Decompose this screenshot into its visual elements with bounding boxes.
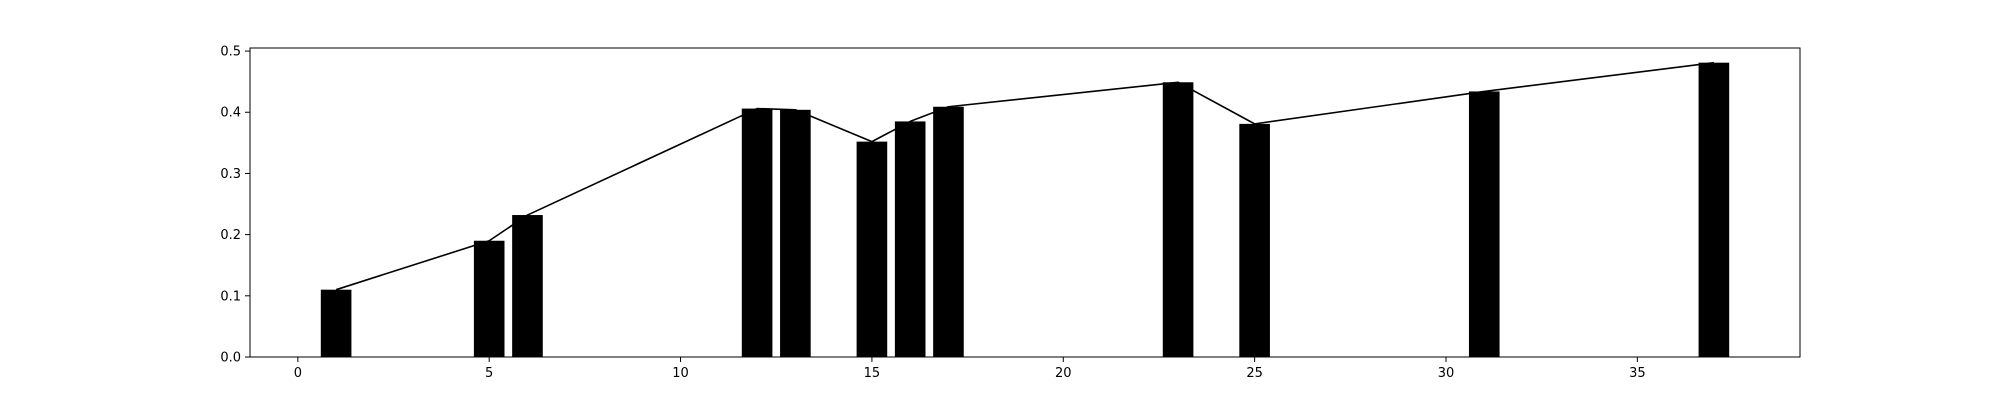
series-line bbox=[335, 61, 1714, 291]
y-tick-label: 0.5 bbox=[220, 45, 241, 60]
y-tick-label: 0.3 bbox=[220, 167, 241, 182]
plot-area bbox=[250, 48, 1800, 357]
bar bbox=[894, 121, 926, 357]
y-axis-ticks: 0.0 0.1 0.2 0.3 0.4 0.5 bbox=[220, 45, 250, 366]
plot-background bbox=[250, 48, 1800, 357]
y-tick-label: 0.1 bbox=[220, 289, 241, 304]
bars-layer bbox=[320, 62, 1730, 358]
x-tick-label: 0 bbox=[294, 366, 302, 381]
bar bbox=[1239, 123, 1270, 358]
y-tick-label: 0.0 bbox=[220, 351, 241, 366]
x-tick-label: 15 bbox=[864, 366, 881, 381]
bar bbox=[933, 106, 964, 357]
axes-frame bbox=[249, 47, 1801, 358]
bar bbox=[1162, 82, 1194, 357]
x-tick-label: 10 bbox=[672, 366, 689, 381]
bar bbox=[1698, 62, 1730, 357]
axes-layer bbox=[249, 47, 1801, 358]
x-axis-ticks: 0 5 10 15 20 25 30 35 bbox=[294, 357, 1646, 381]
x-tick-label: 5 bbox=[485, 366, 493, 381]
bar bbox=[512, 215, 543, 357]
x-tick-label: 35 bbox=[1629, 366, 1646, 381]
bar bbox=[856, 141, 888, 357]
bar bbox=[780, 109, 811, 357]
bar bbox=[741, 108, 773, 358]
x-tick-label: 25 bbox=[1246, 366, 1263, 381]
y-tick-label: 0.4 bbox=[220, 106, 241, 121]
line-layer bbox=[335, 61, 1714, 291]
y-tick-label: 0.2 bbox=[220, 228, 241, 243]
bar bbox=[473, 240, 505, 357]
x-tick-label: 20 bbox=[1055, 366, 1072, 381]
x-tick-label: 30 bbox=[1438, 366, 1455, 381]
bar bbox=[1468, 91, 1500, 357]
bar bbox=[320, 289, 352, 357]
